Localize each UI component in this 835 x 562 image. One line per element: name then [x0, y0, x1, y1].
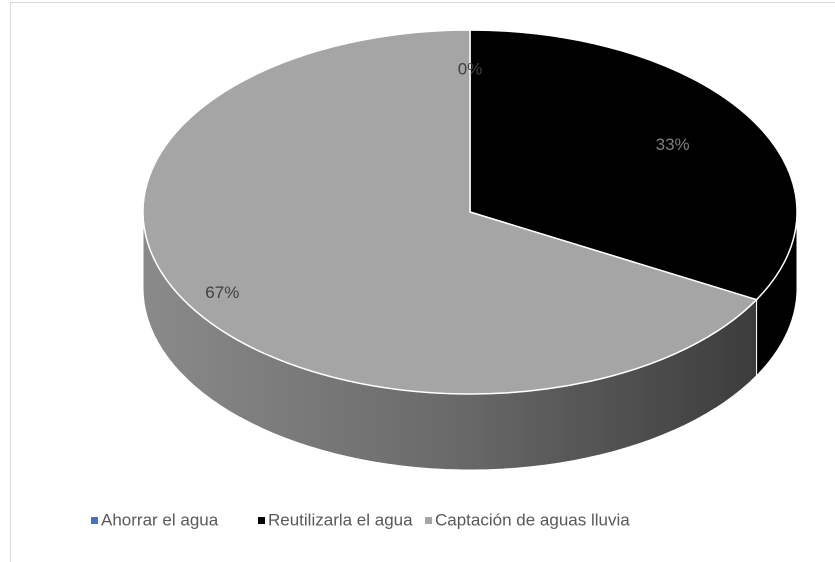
slice	[142, 29, 758, 395]
legend-marker	[91, 517, 98, 524]
legend-marker	[258, 517, 265, 524]
data-label: 67%	[205, 283, 239, 302]
data-label: 33%	[656, 135, 690, 154]
legend-label: Ahorrar el agua	[101, 510, 219, 529]
slice	[469, 29, 798, 301]
legend-label: Reutilizarla el agua	[268, 510, 413, 529]
legend-marker	[425, 517, 432, 524]
data-label: 0%	[458, 60, 483, 79]
legend-label: Captación de aguas lluvia	[435, 510, 630, 529]
